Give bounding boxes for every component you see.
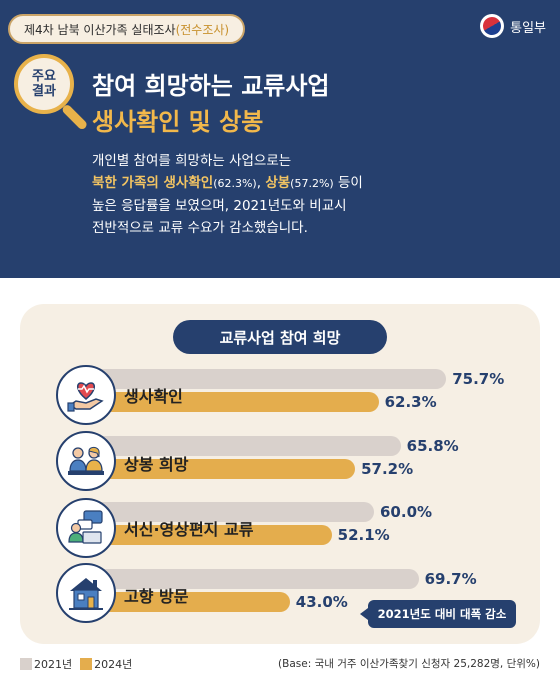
bar-2021-4	[98, 569, 419, 589]
category-label: 서신·영상편지 교류	[124, 520, 254, 539]
bar-2024-1	[98, 392, 379, 412]
legend-item-2021: 2021년	[20, 656, 72, 672]
badge-line-2: 결과	[32, 84, 56, 99]
bar-2024-2	[98, 459, 356, 479]
magnifier-handle-icon	[60, 103, 89, 131]
summary-line-3: 높은 응답률을 보였으며, 2021년도와 비교시	[92, 198, 347, 214]
ministry-logo: 통일부	[479, 13, 546, 39]
legend-label-2024: 2024년	[94, 658, 133, 671]
ministry-name: 통일부	[510, 20, 546, 36]
bar-2021-2	[98, 436, 401, 456]
taeguk-icon	[479, 13, 505, 39]
category-label: 상봉 희망	[124, 455, 189, 474]
value-label: 69.7%	[424, 570, 477, 588]
summary-line-1: 개인별 참여를 희망하는 사업으로는	[92, 153, 292, 169]
value-label: 52.1%	[337, 526, 390, 544]
legend-swatch-2024	[80, 658, 93, 670]
letter-video-icon	[56, 498, 116, 558]
legend: 2021년 2024년	[20, 656, 132, 672]
decrease-callout: 2021년도 대비 대폭 감소	[360, 600, 516, 628]
bar-2021-1	[98, 369, 447, 389]
page-subtitle: 생사확인 및 상봉	[92, 108, 264, 136]
value-label: 65.8%	[406, 437, 459, 455]
category-label: 생사확인	[124, 387, 183, 406]
value-label: 57.2%	[361, 460, 414, 478]
summary-line-2: 북한 가족의 생사확인(62.3%), 상봉(57.2%) 등이	[92, 172, 552, 195]
legend-label-2021: 2021년	[34, 658, 73, 671]
legend-item-2024: 2024년	[80, 656, 132, 672]
highlight-reunion: 상봉	[265, 175, 291, 191]
summary-sep: ,	[256, 175, 266, 191]
chart-title: 교류사업 참여 희망	[173, 320, 387, 354]
pct-reunion: (57.2%)	[290, 177, 334, 190]
survey-main-label: 제4차 남북 이산가족 실태조사	[24, 22, 176, 37]
summary-tail: 등이	[333, 175, 363, 191]
header-banner: 제4차 남북 이산가족 실태조사 (전수조사) 통일부 주요 결과 참여 희망하는…	[0, 0, 560, 278]
highlight-survival: 북한 가족의 생사확인	[92, 175, 214, 191]
bar-2024-4	[98, 592, 290, 612]
pct-survival: (62.3%)	[213, 177, 257, 190]
bar-2024-3	[98, 525, 332, 545]
summary-text: 개인별 참여를 희망하는 사업으로는 북한 가족의 생사확인(62.3%), 상…	[92, 150, 552, 239]
value-label: 62.3%	[384, 393, 437, 411]
heart-hands-icon	[56, 365, 116, 425]
survey-sub-label: (전수조사)	[175, 22, 230, 37]
key-result-badge: 주요 결과	[14, 54, 74, 114]
badge-line-1: 주요	[32, 69, 56, 84]
legend-swatch-2021	[20, 658, 32, 670]
category-label: 고향 방문	[124, 587, 189, 606]
value-label: 43.0%	[295, 593, 348, 611]
value-label: 60.0%	[380, 503, 433, 521]
reunion-icon	[56, 431, 116, 491]
summary-line-4: 전반적으로 교류 수요가 감소했습니다.	[92, 220, 308, 236]
survey-badge: 제4차 남북 이산가족 실태조사 (전수조사)	[8, 14, 246, 44]
hometown-house-icon	[56, 563, 116, 623]
page-title: 참여 희망하는 교류사업	[92, 72, 330, 100]
magnifier-badge: 주요 결과	[14, 54, 94, 134]
bar-2021-3	[98, 502, 374, 522]
base-note: (Base: 국내 거주 이산가족찾기 신청자 25,282명, 단위%)	[278, 658, 540, 670]
value-label: 75.7%	[452, 370, 505, 388]
